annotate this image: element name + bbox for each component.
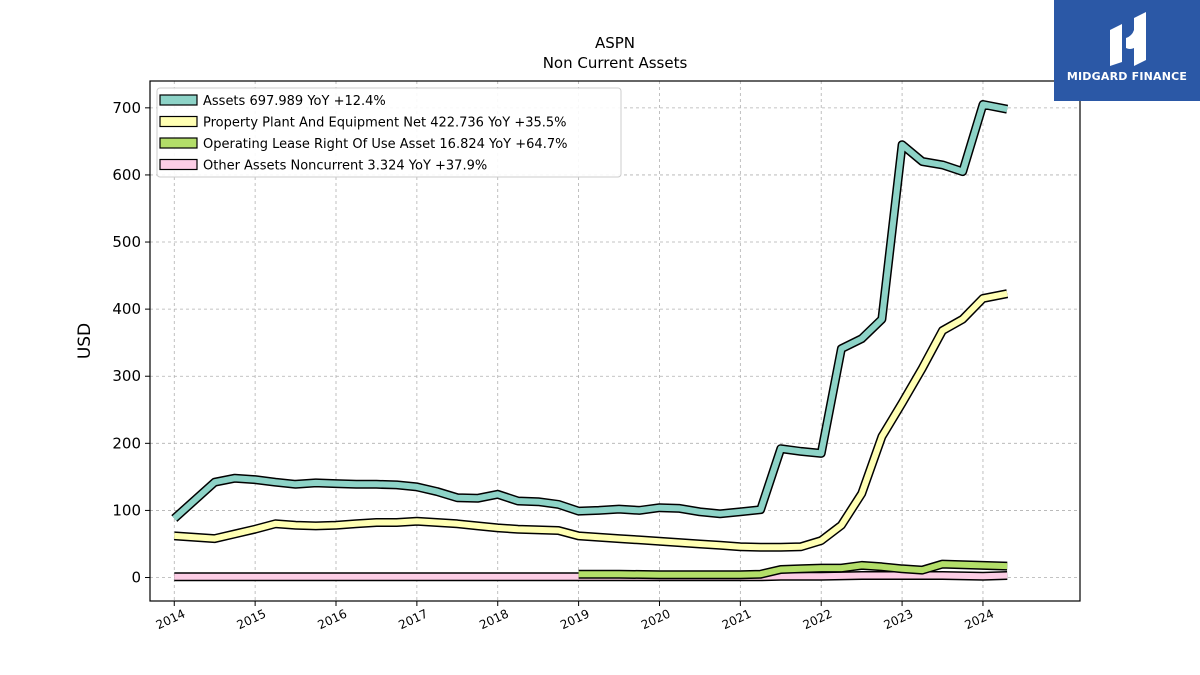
legend-swatch bbox=[159, 94, 198, 106]
legend-entry: Property Plant And Equipment Net 422.736… bbox=[203, 116, 567, 131]
y-tick-label: 500 bbox=[112, 233, 141, 251]
x-tick-label: 2019 bbox=[558, 607, 592, 633]
x-tick-label: 2015 bbox=[235, 607, 269, 633]
series-line bbox=[172, 101, 1008, 521]
legend-entry: Operating Lease Right Of Use Asset 16.82… bbox=[203, 137, 567, 152]
x-tick-label: 2014 bbox=[154, 607, 188, 633]
plot-frame bbox=[149, 80, 1081, 602]
legend-entry: Assets 697.989 YoY +12.4% bbox=[203, 94, 386, 109]
y-tick-label: 300 bbox=[112, 367, 141, 385]
y-axis: 0 100 200 300 400 500 600 700 bbox=[112, 99, 150, 587]
chart-subtitle: Non Current Assets bbox=[543, 54, 688, 72]
legend: Assets 697.989 YoY +12.4% Property Plant … bbox=[156, 87, 622, 178]
x-tick-label: 2021 bbox=[720, 607, 754, 633]
brand-name: MIDGARD FINANCE bbox=[1066, 70, 1188, 83]
legend-entry: Other Assets Noncurrent 3.324 YoY +37.9% bbox=[203, 159, 487, 174]
x-tick-label: 2024 bbox=[962, 607, 996, 633]
y-tick-label: 400 bbox=[112, 300, 141, 318]
legend-swatch bbox=[159, 137, 198, 149]
y-tick-label: 0 bbox=[131, 569, 141, 587]
y-tick-label: 700 bbox=[112, 99, 141, 117]
y-axis-label: USD bbox=[75, 323, 95, 359]
brand-logo-mark-icon bbox=[1110, 12, 1146, 66]
legend-swatch bbox=[159, 158, 198, 171]
series-line bbox=[578, 561, 1008, 578]
brand-logo: MIDGARD FINANCE bbox=[1054, 0, 1200, 101]
series-layer bbox=[171, 100, 1009, 582]
x-axis: 2014 2015 2016 2017 2018 2019 2020 2021 2022 2023… bbox=[154, 601, 996, 632]
legend-swatch bbox=[159, 115, 198, 128]
series-line bbox=[174, 290, 1008, 551]
legend-box bbox=[156, 87, 622, 178]
x-tick-label: 2016 bbox=[316, 607, 350, 633]
x-tick-label: 2017 bbox=[396, 607, 430, 633]
y-tick-label: 600 bbox=[112, 166, 141, 184]
x-tick-label: 2023 bbox=[882, 607, 916, 633]
y-tick-label: 200 bbox=[112, 434, 141, 452]
x-tick-label: 2022 bbox=[801, 607, 835, 633]
chart-title: ASPN bbox=[595, 34, 635, 52]
x-tick-label: 2018 bbox=[477, 607, 511, 633]
x-tick-label: 2020 bbox=[639, 607, 673, 633]
y-tick-label: 100 bbox=[112, 501, 141, 519]
